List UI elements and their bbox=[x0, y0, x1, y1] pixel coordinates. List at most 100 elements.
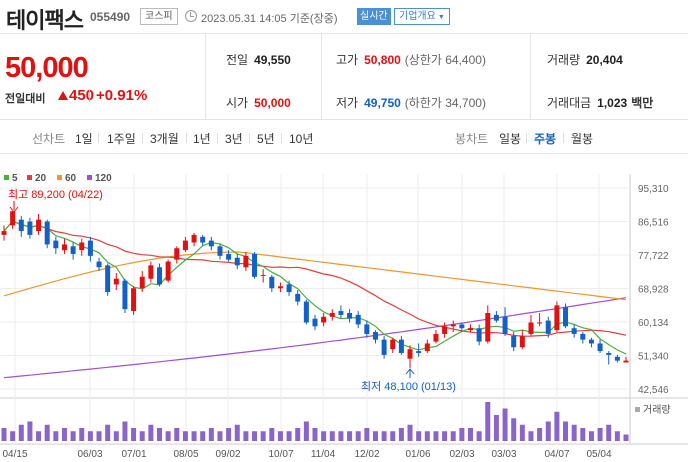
volume-bar bbox=[148, 424, 154, 441]
period-1y[interactable]: 1년 bbox=[193, 132, 211, 146]
candle-body bbox=[303, 301, 309, 323]
prev-close: 전일 49,550 bbox=[226, 51, 291, 68]
candle-body bbox=[10, 211, 16, 226]
volume-bar bbox=[390, 431, 396, 441]
candle-body bbox=[87, 240, 93, 256]
volume-bar bbox=[96, 431, 102, 441]
candle-body bbox=[554, 305, 560, 331]
period-3y[interactable]: 3년 bbox=[225, 132, 243, 146]
candle-body bbox=[277, 286, 283, 289]
stock-chart[interactable]: 95,310 86,516 77,722 68,928 60,134 51,340 42,5… bbox=[0, 154, 688, 462]
period-5y[interactable]: 5년 bbox=[257, 132, 275, 146]
candle-body bbox=[182, 240, 188, 251]
candle-body bbox=[493, 314, 499, 321]
x-tick-label: 12/02 bbox=[354, 449, 379, 460]
volume-bar bbox=[208, 428, 214, 441]
candle-body bbox=[623, 360, 629, 363]
divider bbox=[281, 133, 282, 143]
volume-bar bbox=[312, 428, 318, 441]
candle-body bbox=[433, 333, 439, 342]
y-tick-label: 95,310 bbox=[638, 184, 669, 195]
candle-body bbox=[44, 221, 50, 245]
volume-bar bbox=[139, 431, 145, 441]
prev-close-label: 전일 bbox=[226, 53, 249, 67]
stock-name: 테이팩스 bbox=[6, 8, 84, 33]
candle-monthly[interactable]: 월봉 bbox=[571, 132, 594, 146]
candle-body bbox=[468, 328, 473, 331]
volume-bar bbox=[442, 431, 448, 441]
volume-bar bbox=[303, 421, 309, 441]
legend-swatch bbox=[4, 175, 9, 180]
volume-bar bbox=[44, 424, 50, 441]
amount-value: 1,023 bbox=[597, 96, 628, 110]
stock-code: 055490 bbox=[90, 10, 131, 24]
open-value: 50,000 bbox=[254, 96, 291, 110]
volume-bar bbox=[226, 428, 232, 441]
trade-amount: 거래대금 1,023 백만 bbox=[547, 94, 653, 111]
volume-bar bbox=[18, 424, 24, 441]
candle-daily[interactable]: 일봉 bbox=[499, 132, 522, 146]
divider bbox=[321, 34, 322, 120]
divider bbox=[89, 89, 90, 102]
volume-bar bbox=[1, 428, 7, 441]
candle-body bbox=[18, 219, 24, 232]
period-1w[interactable]: 1주일 bbox=[107, 132, 136, 146]
volume-bar bbox=[10, 431, 16, 441]
candle-body bbox=[79, 242, 85, 251]
volume-bar bbox=[545, 421, 551, 441]
candle-body bbox=[191, 234, 197, 243]
period-1d[interactable]: 1일 bbox=[75, 132, 93, 146]
x-tick-label: 09/02 bbox=[215, 449, 240, 460]
volume-bar bbox=[614, 431, 620, 441]
volume-bar bbox=[433, 431, 439, 441]
candle-weekly[interactable]: 주봉 bbox=[534, 132, 557, 146]
candle-body bbox=[450, 324, 456, 327]
candle-body bbox=[416, 351, 422, 353]
candle-body bbox=[476, 328, 482, 342]
period-10y[interactable]: 10년 bbox=[289, 132, 314, 146]
candle-body bbox=[580, 333, 586, 340]
volume-bar bbox=[234, 424, 240, 441]
candle-body bbox=[485, 312, 491, 342]
volume-bar bbox=[105, 424, 111, 441]
candle-body bbox=[588, 339, 594, 344]
candle-body bbox=[157, 267, 162, 285]
lower-limit: (하한가 34,700) bbox=[404, 96, 486, 110]
volume-value: 20,404 bbox=[586, 53, 623, 67]
volume-bar bbox=[113, 431, 119, 441]
candle-body bbox=[131, 288, 137, 312]
volume-legend-swatch bbox=[635, 407, 640, 412]
volume-bar bbox=[485, 402, 491, 441]
candle-body bbox=[53, 240, 59, 249]
candle-body bbox=[372, 332, 378, 340]
amount-unit: 백만 bbox=[631, 96, 654, 110]
volume-bar bbox=[61, 428, 67, 441]
candle-body bbox=[1, 231, 7, 235]
legend-label: 20 bbox=[35, 173, 47, 184]
ma5-line bbox=[3, 220, 627, 355]
line-chart-label: 선차트 bbox=[32, 132, 66, 146]
candle-body bbox=[27, 221, 33, 235]
legend-label: 60 bbox=[65, 173, 77, 184]
candle-body bbox=[390, 339, 396, 350]
candle-body bbox=[200, 236, 206, 243]
realtime-button[interactable]: 실시간 bbox=[357, 8, 391, 25]
x-tick-label: 06/03 bbox=[77, 449, 102, 460]
x-tick-label: 10/07 bbox=[268, 449, 293, 460]
company-overview-button[interactable]: 기업개요 ▼ bbox=[394, 8, 450, 25]
high-value: 50,800 bbox=[364, 53, 401, 67]
period-3m[interactable]: 3개월 bbox=[150, 132, 179, 146]
volume-bar bbox=[355, 431, 361, 441]
candle-body bbox=[234, 257, 240, 266]
candle-body bbox=[61, 244, 67, 251]
volume-bar bbox=[122, 421, 128, 441]
volume-label: 거래량 bbox=[643, 404, 671, 416]
volume-bar bbox=[321, 431, 327, 441]
volume-bar bbox=[252, 431, 258, 441]
candle-body bbox=[563, 307, 569, 327]
candle-body bbox=[105, 265, 111, 293]
candle-body bbox=[243, 255, 249, 268]
current-price: 50,000 bbox=[5, 52, 89, 84]
volume-bar bbox=[580, 428, 586, 441]
volume-bar bbox=[511, 418, 517, 441]
